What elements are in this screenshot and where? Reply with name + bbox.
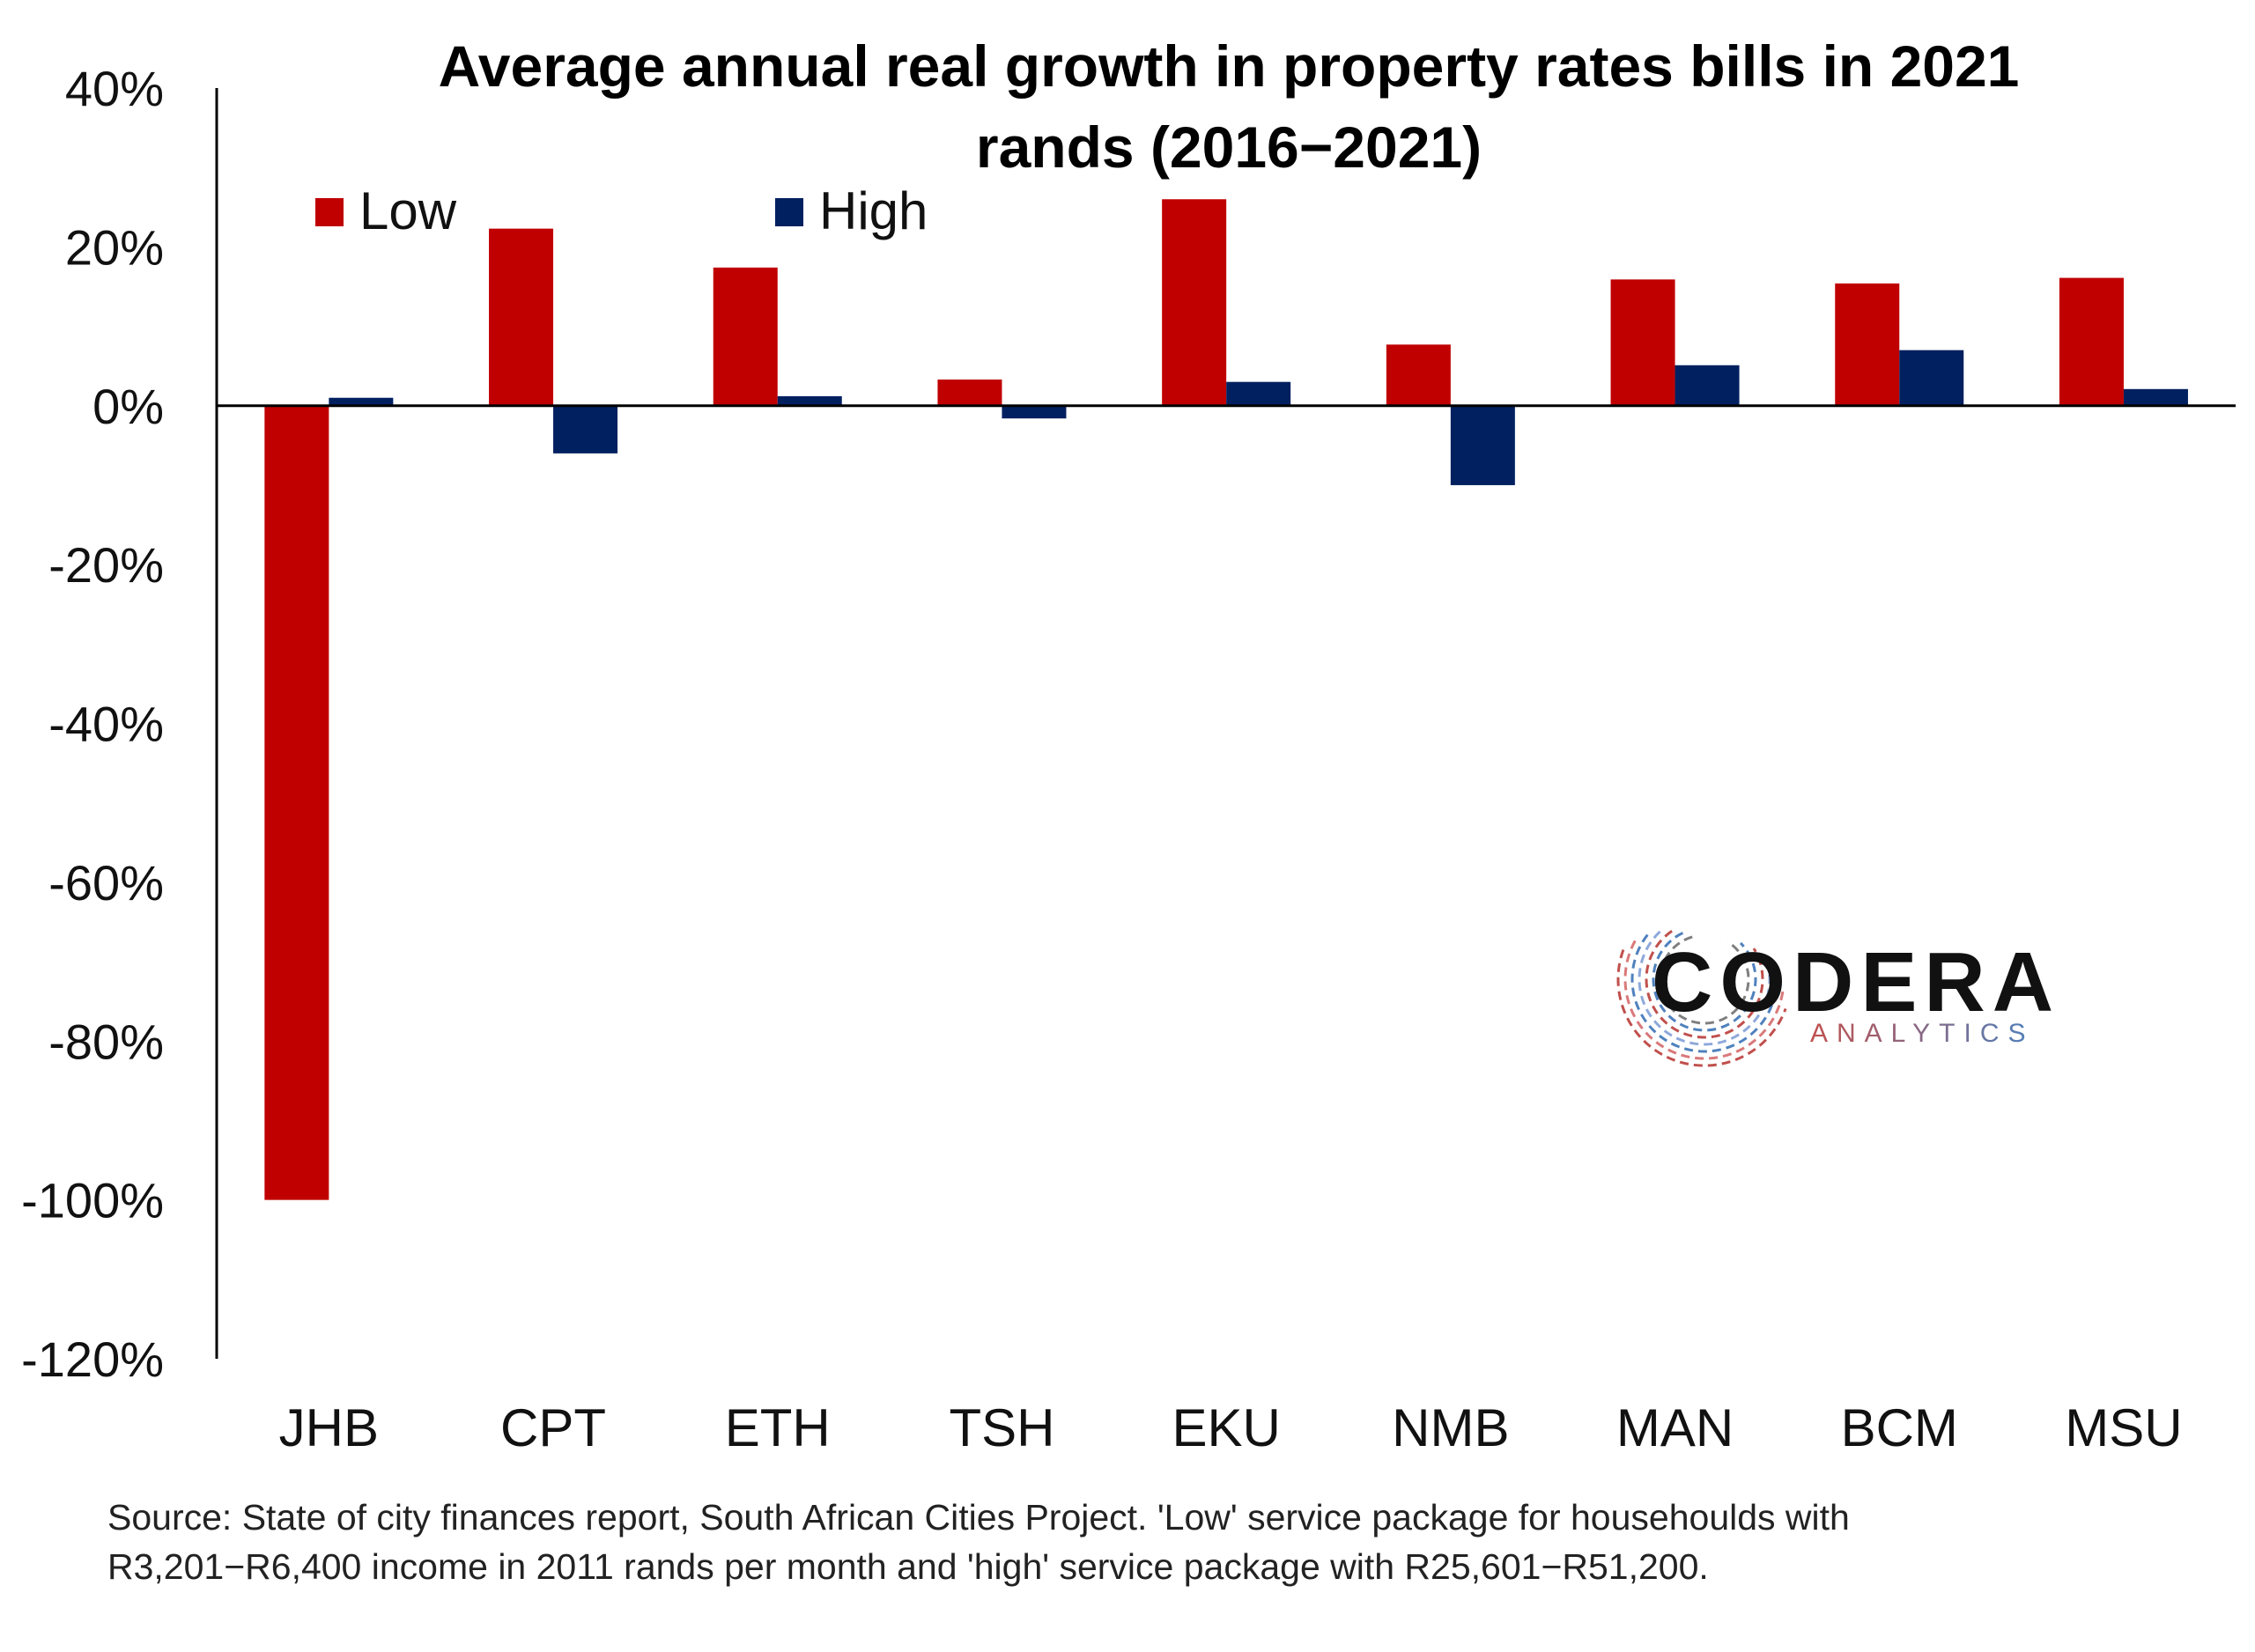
bar-high-man <box>1675 365 1740 406</box>
bar-low-cpt <box>489 228 554 406</box>
y-tick-label: -40% <box>48 697 164 752</box>
logo-subtitle: ANALYTICS <box>1810 1019 2035 1048</box>
logo-arc <box>1616 948 1787 1067</box>
legend: Low High <box>315 181 928 240</box>
bar-high-msu <box>2123 388 2188 406</box>
y-tick-label: 20% <box>65 219 164 275</box>
x-category-label: TSH <box>949 1398 1054 1457</box>
codera-logo: CODERA ANALYTICS <box>1616 930 2060 1067</box>
legend-label-high: High <box>819 181 928 240</box>
bar-low-jhb <box>264 405 329 1200</box>
logo-arc <box>1638 930 1771 1046</box>
x-category-label: EKU <box>1172 1398 1280 1457</box>
source-line-1: Source: State of city finances report, S… <box>107 1497 1850 1538</box>
bar-low-msu <box>2059 277 2124 406</box>
logo-arcs-icon <box>1616 930 1787 1067</box>
y-tick-label: -20% <box>48 537 164 593</box>
bar-high-jhb <box>329 397 394 406</box>
bar-low-bcm <box>1835 283 1900 406</box>
logo-arc <box>1630 933 1778 1053</box>
x-category-label: JHB <box>279 1398 379 1457</box>
y-tick-label: -100% <box>21 1173 164 1228</box>
bar-low-tsh <box>937 379 1002 406</box>
bar-high-tsh <box>1002 405 1067 419</box>
x-axis-categories: JHB CPT ETH TSH EKU NMB MAN BCM MSU <box>279 1398 2183 1457</box>
legend-label-low: Low <box>359 181 457 240</box>
bar-low-man <box>1610 279 1675 406</box>
logo-arc <box>1659 935 1750 1025</box>
x-category-label: CPT <box>500 1398 606 1457</box>
legend-swatch-high <box>775 198 803 226</box>
y-axis-ticks: 40% 20% 0% -20% -40% -60% -80% -100% -120% <box>21 61 164 1387</box>
logo-wordmark: CODERA <box>1652 935 2060 1029</box>
bar-high-eku <box>1226 381 1291 406</box>
x-category-label: MAN <box>1616 1398 1734 1457</box>
axes <box>215 88 2236 1359</box>
logo-arc <box>1645 930 1764 1039</box>
bar-high-eth <box>777 395 842 406</box>
x-category-label: BCM <box>1841 1398 1958 1457</box>
x-category-label: NMB <box>1392 1398 1509 1457</box>
y-tick-label: -80% <box>48 1014 164 1069</box>
chart-title: Average annual real growth in property r… <box>439 33 2020 180</box>
y-tick-label: 0% <box>92 379 164 434</box>
chart-title-line-2: rands (2016−2021) <box>976 114 1482 180</box>
bars <box>264 199 2188 1200</box>
y-tick-label: -120% <box>21 1331 164 1387</box>
y-tick-label: -60% <box>48 855 164 911</box>
source-note: Source: State of city finances report, S… <box>107 1497 1850 1587</box>
bar-high-nmb <box>1450 405 1515 485</box>
x-category-label: ETH <box>725 1398 831 1457</box>
source-line-2: R3,201−R6,400 income in 2011 rands per m… <box>107 1546 1709 1587</box>
bar-high-bcm <box>1899 350 1964 406</box>
y-tick-label: 40% <box>65 61 164 116</box>
bar-low-nmb <box>1386 344 1451 406</box>
bar-low-eth <box>713 267 778 406</box>
x-category-label: MSU <box>2065 1398 2182 1457</box>
legend-swatch-low <box>315 198 344 226</box>
bar-high-cpt <box>553 405 618 454</box>
logo-arc <box>1652 932 1757 1032</box>
bar-low-eku <box>1162 199 1227 406</box>
chart-title-line-1: Average annual real growth in property r… <box>439 33 2020 99</box>
